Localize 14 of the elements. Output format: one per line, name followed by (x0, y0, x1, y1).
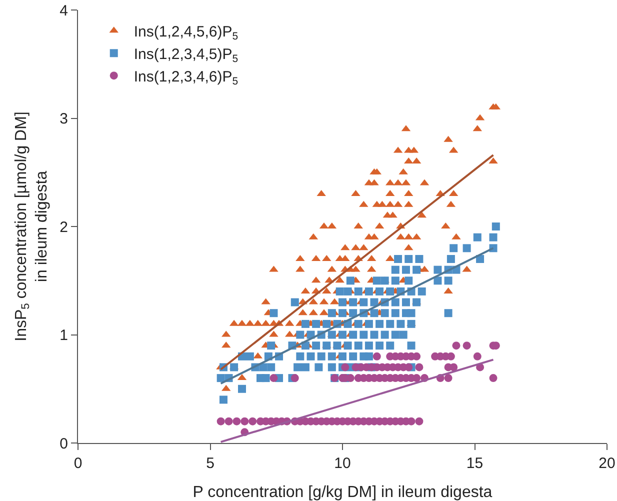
y-tick-label: 4 (60, 2, 68, 20)
x-tick-label: 0 (74, 455, 82, 472)
y-tick-label: 2 (60, 218, 68, 236)
y-tick-label: 0 (60, 435, 68, 452)
legend-label: Ins(1,2,3,4,6)P$_{5}$ (134, 68, 238, 88)
x-axis-title: P concentration [g/kg DM] in ileum digesta (192, 484, 492, 501)
y-tick-label: 1 (60, 327, 68, 344)
x-tick-label: 10 (334, 455, 351, 472)
x-tick-label: 15 (466, 455, 484, 472)
legend-label: Ins(1,2,3,4,5)P$_{5}$ (134, 46, 238, 66)
legend-label: Ins(1,2,4,5,6)P$_{5}$ (134, 23, 238, 43)
x-tick-label: 5 (206, 455, 214, 472)
y-tick-label: 3 (60, 110, 68, 128)
x-tick-label: 20 (598, 455, 616, 472)
